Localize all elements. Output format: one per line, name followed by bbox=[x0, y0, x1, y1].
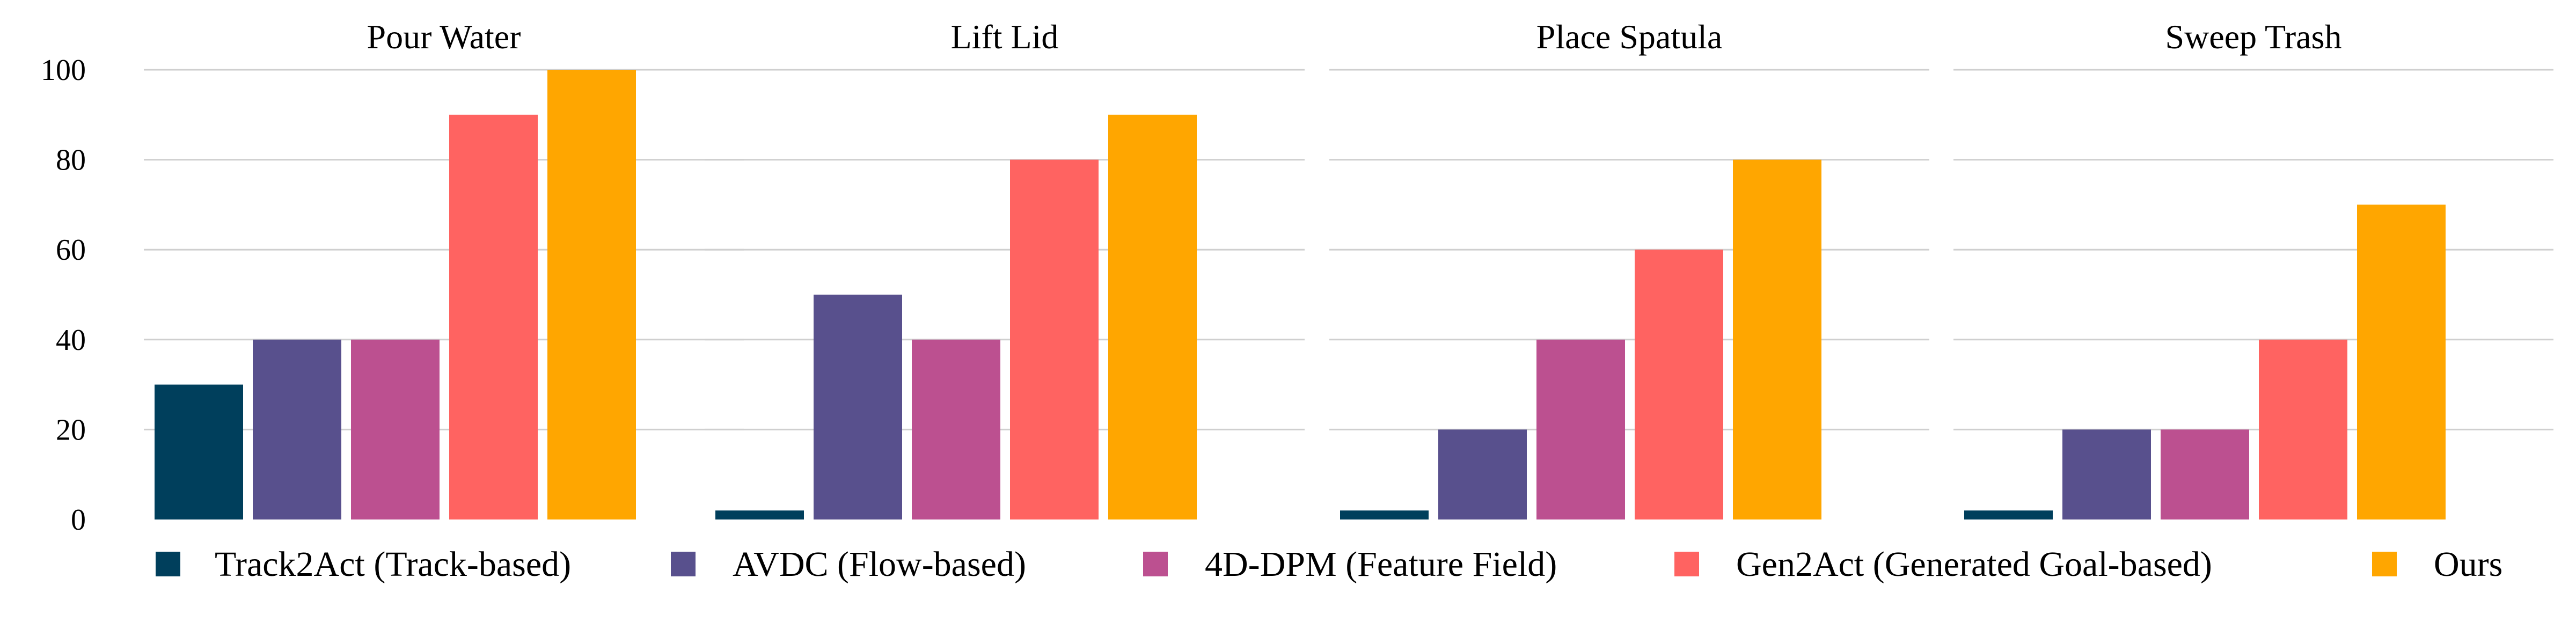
y-tick-label: 100 bbox=[41, 54, 86, 87]
y-tick-label: 0 bbox=[71, 503, 86, 537]
y-tick-label: 80 bbox=[56, 144, 86, 177]
bar bbox=[1536, 339, 1625, 519]
legend-item: Ours bbox=[2372, 545, 2502, 584]
gridlines bbox=[144, 69, 2553, 430]
bar bbox=[2161, 429, 2249, 519]
legend-label: AVDC (Flow-based) bbox=[733, 545, 1026, 584]
legend-item: AVDC (Flow-based) bbox=[671, 545, 1026, 584]
legend: Track2Act (Track-based) AVDC (Flow-based)… bbox=[156, 545, 2502, 584]
panel-title: Sweep Trash bbox=[2165, 18, 2342, 56]
bar bbox=[155, 384, 243, 519]
legend-item: Gen2Act (Generated Goal-based) bbox=[1674, 545, 2212, 584]
panel-titles: Pour Water Lift Lid Place Spatula Sweep Tra… bbox=[367, 18, 2342, 56]
legend-label: Track2Act (Track-based) bbox=[215, 545, 571, 584]
bar bbox=[1340, 510, 1429, 519]
bar bbox=[1635, 250, 1723, 519]
bar bbox=[715, 510, 804, 519]
legend-item: Track2Act (Track-based) bbox=[156, 545, 571, 584]
bar bbox=[1108, 114, 1197, 520]
y-tick-label: 60 bbox=[56, 233, 86, 267]
y-axis-ticks: 0 20 40 60 80 100 bbox=[41, 54, 86, 537]
legend-label: Gen2Act (Generated Goal-based) bbox=[1736, 545, 2212, 584]
legend-label: 4D-DPM (Feature Field) bbox=[1205, 545, 1557, 584]
bar bbox=[547, 70, 636, 519]
bar bbox=[1438, 429, 1527, 519]
legend-label: Ours bbox=[2434, 545, 2502, 584]
panel-title: Pour Water bbox=[367, 18, 521, 56]
bars bbox=[155, 70, 2446, 520]
bar bbox=[1964, 510, 2053, 519]
legend-swatch bbox=[1143, 552, 1168, 576]
bar bbox=[912, 339, 1000, 519]
legend-swatch bbox=[1674, 552, 1699, 576]
legend-swatch bbox=[156, 552, 180, 576]
legend-item: 4D-DPM (Feature Field) bbox=[1143, 545, 1557, 584]
bar bbox=[253, 339, 341, 519]
panel-title: Lift Lid bbox=[951, 18, 1059, 56]
legend-swatch bbox=[2372, 552, 2397, 576]
legend-swatch bbox=[671, 552, 696, 576]
bar bbox=[351, 339, 440, 519]
bar bbox=[449, 114, 538, 520]
bar bbox=[2357, 204, 2446, 519]
panel-title: Place Spatula bbox=[1536, 18, 1723, 56]
bar bbox=[2062, 429, 2151, 519]
y-tick-label: 40 bbox=[56, 324, 86, 357]
bar bbox=[2259, 339, 2347, 519]
bar bbox=[814, 295, 902, 519]
y-tick-label: 20 bbox=[56, 413, 86, 447]
bar bbox=[1010, 159, 1099, 520]
bar bbox=[1733, 159, 1821, 520]
